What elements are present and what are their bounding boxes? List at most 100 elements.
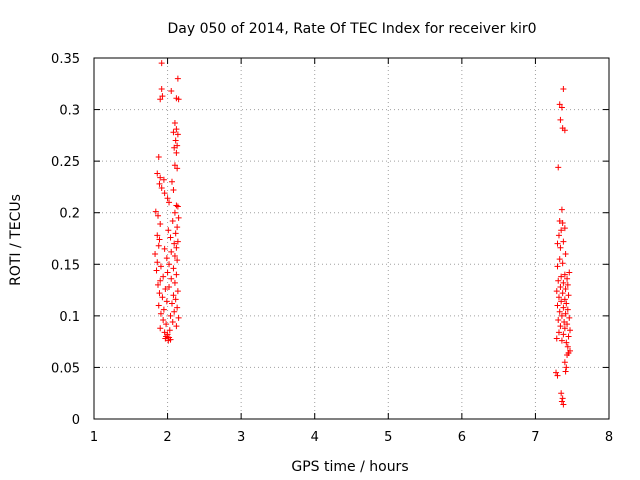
data-point [160, 316, 167, 323]
data-point [171, 144, 178, 151]
data-point [173, 323, 180, 330]
plot-frame [93, 57, 610, 420]
axis-ticks [93, 57, 610, 420]
data-point [556, 101, 563, 108]
data-point [156, 236, 163, 243]
data-point [166, 261, 173, 268]
data-point [560, 304, 567, 311]
x-tick-label: 6 [458, 430, 466, 445]
data-point [157, 174, 164, 181]
data-point [558, 337, 565, 344]
x-tick-label: 8 [605, 430, 613, 445]
data-point [561, 271, 568, 278]
data-point [174, 165, 181, 172]
x-axis-label: GPS time / hours [291, 459, 408, 475]
data-point [161, 245, 168, 252]
data-point [169, 217, 176, 224]
data-point [163, 321, 170, 328]
data-point [171, 253, 178, 260]
data-point [564, 321, 571, 328]
data-point [555, 232, 562, 239]
data-point [168, 248, 175, 255]
data-point [170, 292, 177, 299]
data-point [558, 104, 565, 111]
data-point [561, 225, 568, 232]
data-point [563, 339, 570, 346]
data-point [167, 234, 174, 241]
data-point [154, 232, 161, 239]
data-point [159, 93, 166, 100]
y-tick-label: 0.2 [59, 207, 80, 222]
data-point [558, 227, 565, 234]
data-point [173, 271, 180, 278]
data-point [563, 300, 570, 307]
data-point [155, 212, 162, 219]
data-point [175, 214, 182, 221]
data-point [555, 294, 562, 301]
data-point [565, 292, 572, 299]
data-point [174, 304, 181, 311]
x-tick-label: 7 [531, 430, 539, 445]
data-point [170, 187, 177, 194]
data-point [173, 202, 180, 209]
data-point [561, 127, 568, 134]
data-point [565, 333, 572, 340]
data-point [157, 277, 164, 284]
data-point [555, 164, 562, 171]
y-axis-label: ROTI / TECUs [8, 194, 24, 286]
data-point [159, 294, 166, 301]
data-point [558, 206, 565, 213]
data-point [558, 390, 565, 397]
data-point [172, 230, 179, 237]
data-point [157, 96, 164, 103]
data-point [174, 288, 181, 295]
data-point [173, 149, 180, 156]
data-point [154, 259, 161, 266]
data-point [567, 327, 574, 334]
data-point [156, 290, 163, 297]
data-point [557, 323, 564, 330]
x-tick-label: 2 [163, 430, 171, 445]
chart-title: Day 050 of 2014, Rate Of TEC Index for r… [167, 21, 536, 37]
data-point [157, 325, 164, 332]
data-point [554, 372, 561, 379]
data-point [564, 275, 571, 282]
data-point [566, 269, 573, 276]
data-point [160, 273, 167, 280]
data-point [174, 75, 181, 82]
data-point [560, 401, 567, 408]
data-point [554, 302, 561, 309]
data-point [553, 288, 560, 295]
data-point [564, 343, 571, 350]
data-point [557, 116, 564, 123]
data-point [155, 281, 162, 288]
data-point [167, 312, 174, 319]
data-point [559, 395, 566, 402]
data-point [161, 190, 168, 197]
data-point [560, 331, 567, 338]
data-point [554, 263, 561, 270]
data-point [170, 129, 177, 136]
data-point [558, 273, 565, 280]
data-point [158, 184, 165, 191]
data-point [555, 329, 562, 336]
data-point [174, 131, 181, 138]
data-point [559, 220, 566, 227]
data-point [556, 256, 563, 263]
data-point [173, 126, 180, 133]
x-tick-label: 4 [311, 430, 319, 445]
data-point [163, 298, 170, 305]
x-tick-label: 3 [237, 430, 245, 445]
data-point [171, 209, 178, 216]
data-point [171, 162, 178, 169]
data-point [563, 364, 570, 371]
data-point [160, 306, 167, 313]
data-point [560, 279, 567, 286]
data-point [171, 240, 178, 247]
y-tick-label: 0 [72, 413, 80, 428]
data-point [166, 283, 173, 290]
data-point [155, 154, 162, 161]
data-point [152, 250, 159, 257]
y-tick-label: 0.05 [51, 361, 80, 376]
data-point [564, 306, 571, 313]
